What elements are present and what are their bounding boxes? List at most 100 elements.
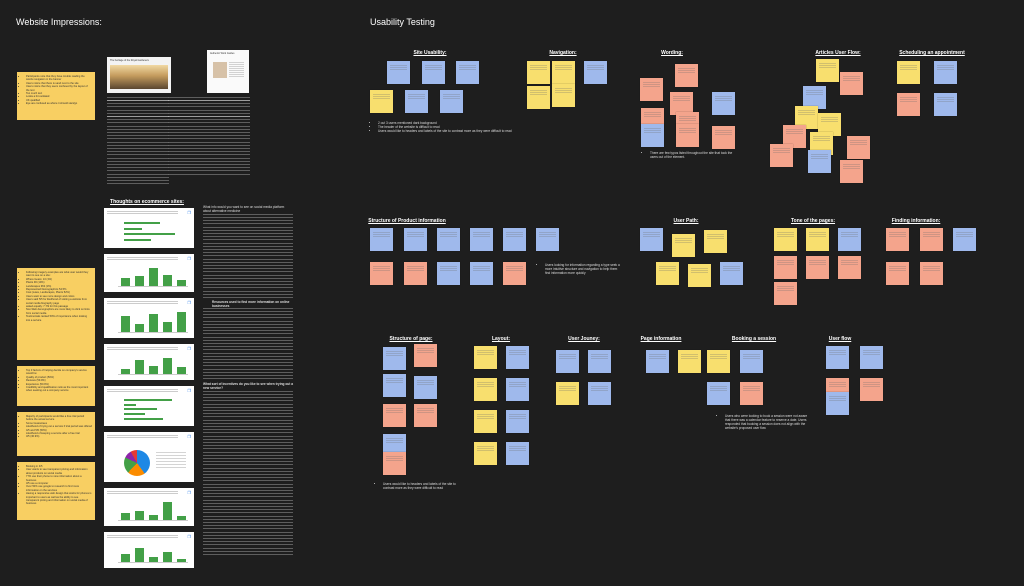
copy-icon[interactable]: ❐ [187, 490, 191, 495]
sticky-note[interactable] [670, 92, 693, 115]
sticky-note[interactable] [826, 346, 849, 369]
sticky-note[interactable] [897, 61, 920, 84]
survey-chart-5[interactable]: ❐ [104, 386, 194, 426]
sticky-note[interactable] [414, 376, 437, 399]
sticky-note[interactable] [640, 228, 663, 251]
sticky-note[interactable] [383, 404, 406, 427]
sticky-note[interactable] [886, 262, 909, 285]
sticky-note[interactable] [712, 126, 735, 149]
sticky-note[interactable] [506, 442, 529, 465]
sticky-note[interactable] [437, 262, 460, 285]
sticky-note[interactable] [641, 124, 664, 147]
sticky-note[interactable] [688, 264, 711, 287]
sticky-note[interactable] [383, 347, 406, 370]
sticky-note[interactable] [474, 378, 497, 401]
sticky-note[interactable] [552, 84, 575, 107]
sticky-note[interactable] [774, 282, 797, 305]
sticky-note[interactable] [584, 61, 607, 84]
copy-icon[interactable]: ❐ [187, 256, 191, 261]
sticky-note[interactable] [440, 90, 463, 113]
sticky-note[interactable] [556, 382, 579, 405]
sticky-note[interactable] [840, 160, 863, 183]
sticky-note[interactable] [704, 230, 727, 253]
sticky-note[interactable] [588, 382, 611, 405]
sticky-note[interactable] [387, 61, 410, 84]
ecommerce-sticky-note-1[interactable]: Following imagery examples are what user… [17, 268, 95, 360]
copy-icon[interactable]: ❐ [187, 346, 191, 351]
survey-chart-3[interactable]: ❐ [104, 298, 194, 338]
sticky-note[interactable] [808, 150, 831, 173]
copy-icon[interactable]: ❐ [187, 434, 191, 439]
sticky-note[interactable] [803, 86, 826, 109]
sticky-note[interactable] [527, 86, 550, 109]
sticky-note[interactable] [826, 392, 849, 415]
survey-chart-7[interactable]: ❐ [104, 532, 194, 568]
sticky-note[interactable] [707, 350, 730, 373]
sticky-note[interactable] [818, 113, 841, 136]
sticky-note[interactable] [806, 256, 829, 279]
sticky-note[interactable] [503, 228, 526, 251]
sticky-note[interactable] [383, 452, 406, 475]
sticky-note[interactable] [810, 132, 833, 155]
sticky-note[interactable] [470, 228, 493, 251]
sticky-note[interactable] [886, 228, 909, 251]
sticky-note[interactable] [740, 350, 763, 373]
sticky-note[interactable] [838, 228, 861, 251]
survey-chart-6[interactable]: ❐ [104, 488, 194, 526]
sticky-note[interactable] [414, 404, 437, 427]
sticky-note[interactable] [588, 350, 611, 373]
sticky-note[interactable] [720, 262, 743, 285]
sticky-note[interactable] [678, 350, 701, 373]
ecommerce-sticky-note-4[interactable]: Booking in 4/5 User wants to see transpa… [17, 462, 95, 520]
sticky-note[interactable] [506, 410, 529, 433]
sticky-note[interactable] [953, 228, 976, 251]
sticky-note[interactable] [774, 228, 797, 251]
sticky-note[interactable] [934, 93, 957, 116]
sticky-note[interactable] [474, 410, 497, 433]
sticky-note[interactable] [552, 61, 575, 84]
sticky-note[interactable] [422, 61, 445, 84]
sticky-note[interactable] [474, 346, 497, 369]
copy-icon[interactable]: ❐ [187, 534, 191, 539]
sticky-note[interactable] [405, 90, 428, 113]
sticky-note[interactable] [527, 61, 550, 84]
sticky-note[interactable] [414, 344, 437, 367]
sticky-note[interactable] [795, 106, 818, 129]
sticky-note[interactable] [934, 61, 957, 84]
sticky-note[interactable] [370, 262, 393, 285]
sticky-note[interactable] [806, 228, 829, 251]
sticky-note[interactable] [672, 234, 695, 257]
sticky-note[interactable] [860, 346, 883, 369]
survey-pie-chart[interactable]: ❐ [104, 432, 194, 482]
sticky-note[interactable] [897, 93, 920, 116]
sticky-note[interactable] [474, 442, 497, 465]
sticky-note[interactable] [707, 382, 730, 405]
sticky-note[interactable] [640, 78, 663, 101]
sticky-note[interactable] [860, 378, 883, 401]
sticky-note[interactable] [838, 256, 861, 279]
sticky-note[interactable] [536, 228, 559, 251]
sticky-note[interactable] [783, 125, 806, 148]
sticky-note[interactable] [675, 64, 698, 87]
sticky-note[interactable] [656, 262, 679, 285]
sticky-note[interactable] [646, 350, 669, 373]
ecommerce-sticky-note-3[interactable]: Majority of participants would like a fr… [17, 412, 95, 456]
survey-chart-1[interactable]: ❐ [104, 208, 194, 248]
sticky-note[interactable] [437, 228, 460, 251]
impressions-sticky-note[interactable]: Participants note that they have trouble… [17, 72, 95, 120]
sticky-note[interactable] [840, 72, 863, 95]
sticky-note[interactable] [506, 346, 529, 369]
survey-chart-4[interactable]: ❐ [104, 344, 194, 380]
sticky-note[interactable] [920, 262, 943, 285]
sticky-note[interactable] [712, 92, 735, 115]
sticky-note[interactable] [847, 136, 870, 159]
sticky-note[interactable] [470, 262, 493, 285]
sticky-note[interactable] [770, 144, 793, 167]
sticky-note[interactable] [676, 124, 699, 147]
copy-icon[interactable]: ❐ [187, 210, 191, 215]
sticky-note[interactable] [740, 382, 763, 405]
copy-icon[interactable]: ❐ [187, 388, 191, 393]
sticky-note[interactable] [774, 256, 797, 279]
sticky-note[interactable] [370, 90, 393, 113]
